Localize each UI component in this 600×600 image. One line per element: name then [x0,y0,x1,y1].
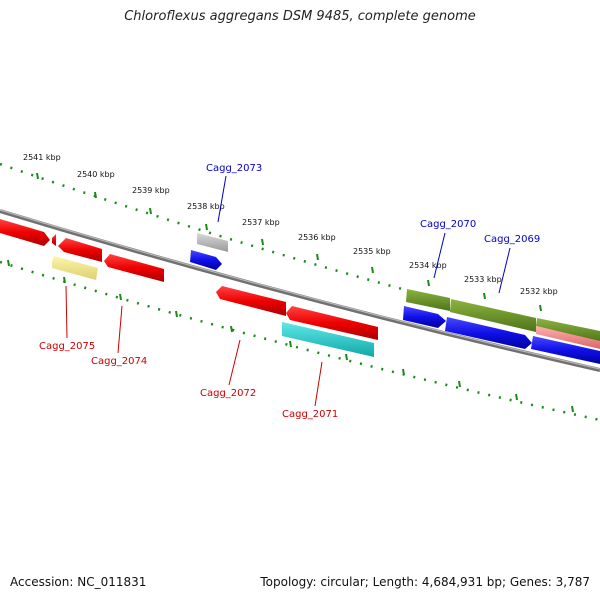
gene-arrow-small-red[interactable] [52,234,56,246]
gene-arrow-red[interactable] [58,238,102,262]
tick-label: 2540 kbp [77,170,115,179]
accession-text: Accession: NC_011831 [10,575,147,589]
tick-label: 2541 kbp [23,153,61,162]
gene-arrow-cagg-2073[interactable] [197,233,228,252]
gene-arrow-cagg-2070[interactable] [406,289,450,311]
outer-major-ticks [36,172,542,312]
gene-arrow-cagg-2075[interactable] [52,256,98,280]
tick-label: 2538 kbp [187,202,225,211]
gene-arrow-pink[interactable] [536,326,600,349]
outer-tick-track [0,162,600,342]
map-title: Chloroflexus aggregans DSM 9485, complet… [124,9,476,24]
gene-label-cagg-2069: Cagg_2069 [484,234,540,245]
gene-arrow-cagg-2076[interactable] [0,219,50,246]
gene-labels: Cagg_2073 Cagg_2070 Cagg_2069 Cagg_2075 … [39,163,540,420]
gene-arrow-cagg-2071[interactable] [282,322,374,357]
genome-backbone [0,209,600,372]
gene-arrow-blue[interactable] [403,306,446,328]
gene-label-cagg-2074: Cagg_2074 [91,356,147,367]
tick-label: 2533 kbp [464,275,502,284]
gene-label-cagg-2073: Cagg_2073 [206,163,262,174]
gene-arrow-cagg-2072b[interactable] [286,306,378,340]
gene-arrow-cagg-2074[interactable] [104,254,164,282]
tick-label: 2535 kbp [353,247,391,256]
gene-arrow-blue-edge[interactable] [531,336,600,364]
tick-label: 2534 kbp [409,261,447,270]
tick-labels: 2541 kbp 2540 kbp 2539 kbp 2538 kbp 2537… [23,153,558,296]
tick-label: 2536 kbp [298,233,336,242]
gene-label-cagg-2072: Cagg_2072 [200,388,256,399]
tick-label: 2539 kbp [132,186,170,195]
gene-label-cagg-2075: Cagg_2075 [39,341,95,352]
gene-arrow-olive-edge[interactable] [536,318,600,342]
gene-arrow-blue-small[interactable] [190,250,222,270]
gene-arrow-blue-long[interactable] [445,317,532,349]
gene-label-cagg-2071: Cagg_2071 [282,409,338,420]
tick-label: 2537 kbp [242,218,280,227]
gene-label-cagg-2070: Cagg_2070 [420,219,476,230]
tick-label: 2532 kbp [520,287,558,296]
inner-major-ticks [7,259,574,413]
label-leaders [65,175,511,407]
gene-arrow-cagg-2069[interactable] [450,299,536,332]
topology-text: Topology: circular; Length: 4,684,931 bp… [260,575,590,589]
gene-arrow-cagg-2072[interactable] [216,286,286,316]
